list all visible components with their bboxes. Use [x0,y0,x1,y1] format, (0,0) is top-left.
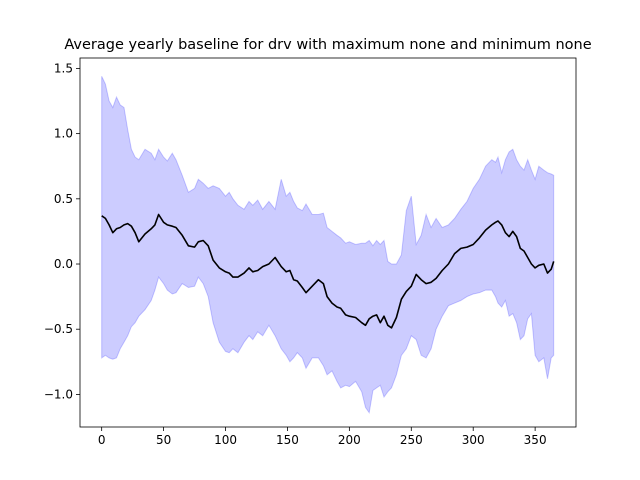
y-tick-label: −0.5 [44,322,73,336]
y-axis: −1.0 −0.5 0.0 0.5 1.0 1.5 [44,61,80,401]
x-tick-label: 350 [524,433,547,447]
axes-frame [79,57,577,428]
y-tick-label: 1.0 [54,127,73,141]
y-tick-label: −1.0 [44,387,73,401]
y-tick-label: 1.5 [54,61,73,75]
x-tick-label: 300 [462,433,485,447]
x-tick-label: 150 [276,433,299,447]
x-tick-label: 50 [156,433,171,447]
range-band [101,76,555,414]
plot-area [101,76,555,414]
x-tick-label: 200 [338,433,361,447]
x-tick-label: 100 [214,433,237,447]
x-axis: 0 50 100 150 200 250 300 350 [98,427,547,447]
y-tick-label: 0.0 [54,257,73,271]
y-tick-label: 0.5 [54,192,73,206]
mean-line [101,213,555,329]
x-tick-label: 0 [98,433,106,447]
chart-title: Average yearly baseline for drv with max… [64,37,591,53]
x-tick-label: 250 [400,433,423,447]
